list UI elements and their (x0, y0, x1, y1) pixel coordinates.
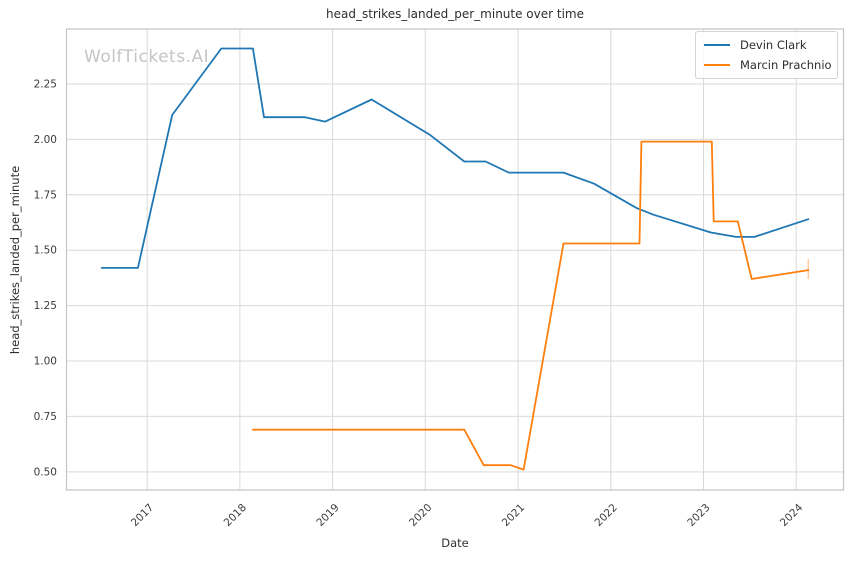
y-tick-label: 1.50 (34, 245, 57, 257)
x-tick-label: 2021 (500, 502, 527, 529)
y-tick-label: 1.00 (34, 356, 57, 368)
x-axis-label: Date (441, 536, 469, 550)
y-tick-label: 1.75 (34, 189, 57, 201)
x-tick-label: 2020 (407, 502, 434, 529)
x-tick-label: 2023 (685, 502, 712, 529)
series-line-1 (252, 140, 810, 471)
legend-item-marcin-prachnio: Marcin Prachnio (704, 58, 832, 72)
series-line-0 (100, 47, 810, 269)
x-tick-label: 2019 (314, 502, 341, 529)
x-tick-label: 2017 (129, 502, 156, 529)
x-tick-label: 2022 (593, 502, 620, 529)
y-tick-label: 1.25 (34, 300, 57, 312)
legend-label-1: Marcin Prachnio (740, 58, 832, 72)
plot-border (65, 28, 845, 491)
legend-item-devin-clark: Devin Clark (704, 38, 828, 52)
y-tick-label: 2.00 (34, 134, 57, 146)
legend-swatch-1 (704, 63, 730, 67)
y-axis-label: head_strikes_landed_per_minute (8, 165, 22, 355)
legend: Devin Clark Marcin Prachnio (695, 31, 838, 79)
y-tick-label: 2.25 (34, 78, 57, 90)
legend-label-0: Devin Clark (740, 38, 807, 52)
y-tick-label: 0.50 (34, 466, 57, 478)
watermark-text: WolfTickets.AI (84, 47, 210, 67)
y-tick-label: 0.75 (34, 411, 57, 423)
x-tick-label: 2024 (778, 501, 806, 529)
x-tick-label: 2018 (222, 502, 249, 529)
chart-title: head_strikes_landed_per_minute over time (325, 7, 584, 21)
legend-swatch-0 (704, 43, 730, 47)
